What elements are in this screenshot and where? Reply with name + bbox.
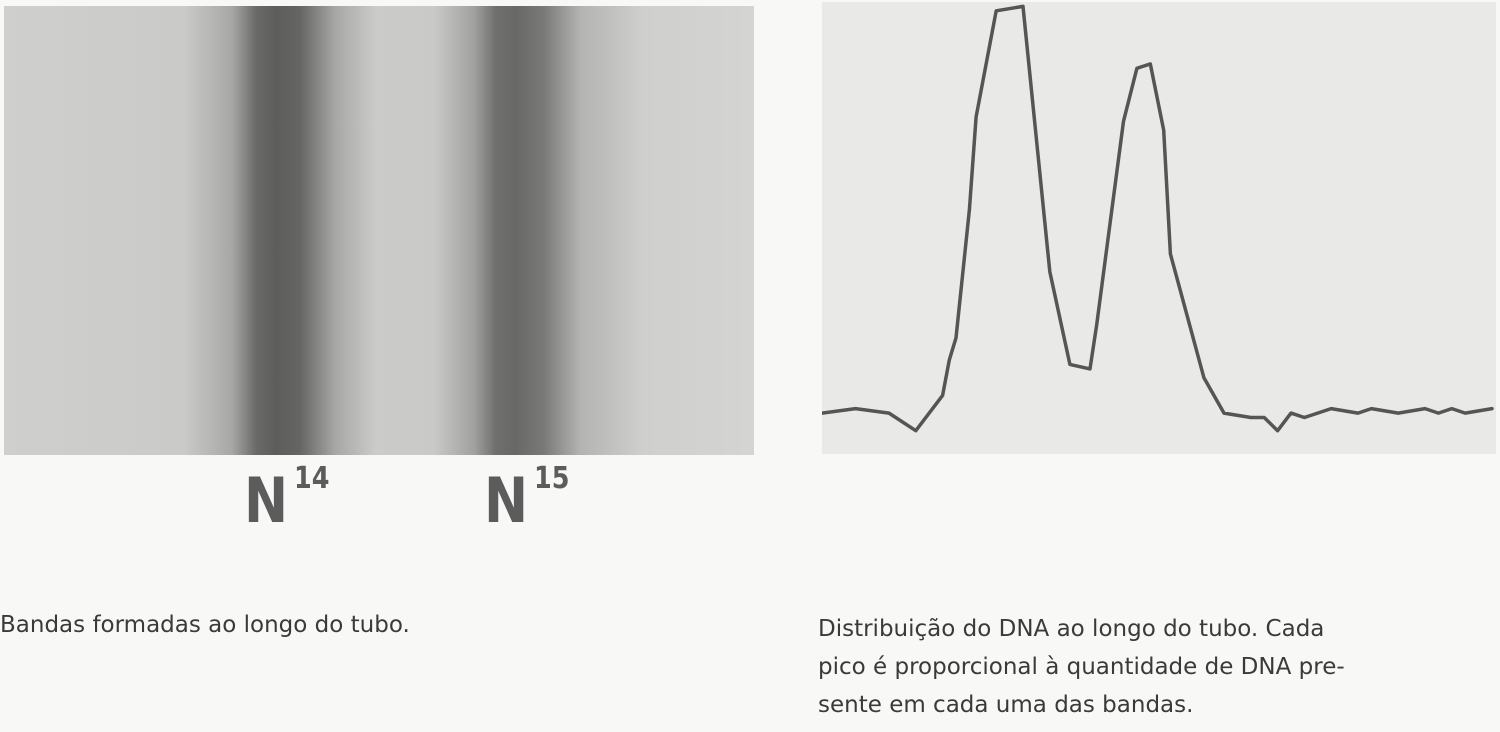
caption-line: sente em cada uma das bandas. (818, 692, 1194, 718)
caption-line: Distribuição do DNA ao longo do tubo. Ca… (818, 616, 1325, 642)
band-label-n14: N 14 (244, 464, 336, 537)
dna-distribution-plot (822, 4, 1494, 433)
dna-distribution-graph (822, 2, 1496, 454)
bands-caption: Bandas formadas ao longo do tubo. (0, 612, 410, 638)
gel-band-photo (4, 6, 754, 455)
band-label-mass-number: 14 (293, 461, 330, 496)
distribution-caption: Distribuição do DNA ao longo do tubo. Ca… (818, 610, 1490, 724)
band-label-symbol: N (484, 464, 529, 537)
band-label-n15: N 15 (484, 464, 576, 537)
band-label-symbol: N (244, 464, 289, 537)
caption-line: pico é proporcional à quantidade de DNA … (818, 654, 1345, 680)
band-label-mass-number: 15 (533, 461, 570, 496)
dna-distribution-line (822, 4, 1494, 433)
